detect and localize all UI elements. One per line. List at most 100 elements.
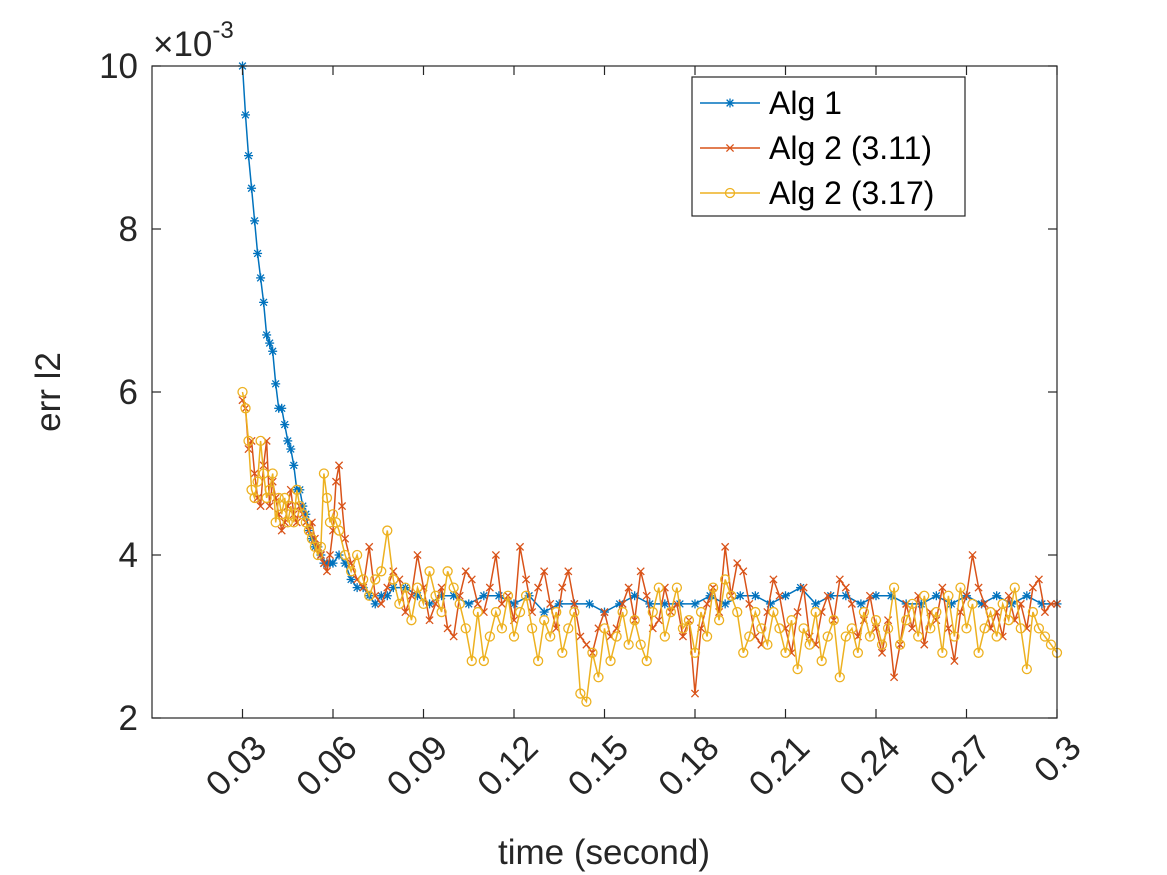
data-point: [383, 583, 392, 592]
data-point: [913, 631, 924, 642]
data-point: [635, 639, 646, 650]
data-point: [321, 492, 333, 504]
data-point: [1009, 582, 1020, 593]
data-point: [593, 672, 604, 683]
data-point: [576, 632, 585, 641]
data-point: [546, 599, 555, 608]
x-axis-label: time (second): [498, 833, 710, 872]
data-point: [804, 639, 815, 650]
data-point: [436, 606, 447, 618]
data-point: [876, 639, 888, 650]
data-point: [256, 502, 265, 511]
data-point: [689, 647, 701, 658]
data-point: [745, 599, 754, 608]
data-point: [1033, 623, 1045, 634]
data-point: [364, 590, 375, 601]
data-point: [532, 655, 544, 667]
legend-marker-shape: [725, 98, 735, 108]
data-point: [828, 615, 839, 626]
data-point: [270, 517, 281, 528]
data-point: [690, 599, 700, 609]
data-point: [979, 623, 990, 634]
data-point: [249, 492, 260, 504]
y-axis-label: err l2: [29, 352, 68, 432]
data-point: [282, 517, 293, 528]
data-point: [241, 110, 251, 120]
data-point: [315, 541, 327, 552]
data-point: [377, 599, 386, 608]
data-point: [781, 591, 790, 601]
data-point: [273, 492, 284, 504]
data-point: [280, 420, 290, 430]
data-point: [413, 550, 422, 560]
data-point: [846, 623, 858, 634]
data-point: [847, 599, 856, 608]
data-point: [424, 566, 435, 577]
data-point: [346, 574, 356, 584]
data-point: [877, 648, 887, 657]
data-point: [331, 477, 341, 486]
data-point: [345, 566, 357, 577]
data-point: [400, 582, 411, 593]
data-point: [256, 273, 266, 283]
data-point: [1040, 607, 1049, 617]
y-tick-label: 10: [99, 47, 138, 86]
y-tick-label: 4: [119, 536, 138, 575]
data-point: [901, 615, 912, 626]
data-point: [490, 606, 502, 618]
data-point: [974, 583, 983, 592]
data-point: [522, 575, 531, 584]
legend-entry-alg2-311: Alg 2 (3.11): [700, 130, 932, 166]
data-point: [526, 623, 538, 634]
data-point: [792, 663, 803, 675]
data-point: [677, 623, 689, 634]
data-point: [442, 566, 453, 577]
data-point: [600, 607, 609, 617]
data-point: [271, 379, 281, 389]
data-point: [890, 673, 899, 682]
y-tick-label: 2: [119, 699, 138, 738]
data-point: [358, 574, 369, 585]
data-point: [780, 647, 791, 658]
data-point: [382, 525, 393, 536]
data-point: [319, 559, 329, 568]
data-point: [1039, 631, 1051, 642]
data-point: [277, 403, 287, 413]
data-point: [1021, 663, 1032, 675]
data-point: [351, 549, 363, 561]
data-point: [250, 469, 259, 478]
data-point: [430, 590, 441, 601]
data-point: [864, 631, 876, 642]
data-point: [605, 655, 616, 667]
data-point: [683, 615, 695, 626]
data-point: [464, 599, 474, 609]
data-point: [240, 403, 251, 414]
data-point: [558, 583, 567, 592]
data-point: [618, 599, 627, 608]
data-point: [479, 591, 489, 601]
data-point: [968, 550, 977, 560]
data-point: [412, 582, 423, 593]
data-point: [962, 591, 971, 600]
data-point: [448, 582, 459, 593]
data-point: [514, 606, 526, 618]
data-point: [920, 640, 929, 649]
data-point: [765, 599, 775, 609]
data-point: [460, 623, 471, 634]
data-point: [1027, 606, 1039, 618]
data-point: [370, 574, 381, 585]
data-point: [437, 583, 446, 592]
data-point: [950, 656, 959, 666]
data-point: [720, 574, 731, 585]
data-point: [454, 598, 465, 610]
data-point: [629, 615, 640, 626]
data-point: [540, 567, 549, 576]
data-point: [835, 575, 844, 584]
data-point: [946, 599, 956, 609]
data-point: [1016, 599, 1025, 608]
data-point: [461, 567, 470, 576]
data-point: [339, 549, 351, 561]
data-point: [678, 632, 687, 641]
data-point: [494, 591, 504, 601]
y-tick-label: 6: [119, 373, 138, 412]
